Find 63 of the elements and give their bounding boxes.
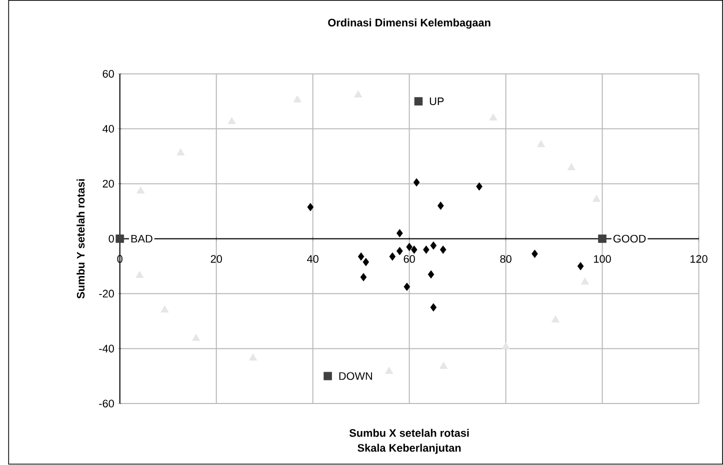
point: [551, 316, 560, 323]
point: [410, 246, 418, 254]
point: [592, 195, 601, 202]
point: [580, 278, 589, 285]
point: [360, 273, 367, 282]
y-tick-label: -20: [99, 290, 114, 298]
y-tick-label: -40: [99, 344, 114, 353]
x-axis-title: Sumbu X setelah rotasi: [349, 429, 469, 438]
y-axis-title: Sumbu Y setelah rotasi: [76, 180, 85, 299]
point: [248, 354, 258, 361]
point: [430, 242, 437, 250]
x-tick-label: 60: [404, 255, 415, 264]
point: [358, 252, 364, 261]
y-tick-label: -60: [99, 400, 114, 408]
point: [192, 334, 200, 342]
point: [404, 282, 410, 292]
x-tick-label: 80: [500, 255, 512, 264]
point: [489, 114, 498, 121]
point: [136, 271, 144, 278]
point: [567, 163, 576, 170]
point: [176, 148, 185, 156]
point: [598, 234, 606, 244]
point: [440, 246, 446, 254]
point: [414, 97, 423, 106]
point: [362, 258, 370, 266]
y-tick-label: 20: [102, 180, 114, 188]
text: Skala Keberlanjutan: [358, 444, 461, 454]
point: [577, 262, 584, 271]
y-tick-label: 60: [102, 70, 114, 78]
chart-title: Ordinasi Dimensi Kelembagaan: [328, 18, 490, 29]
annotation: GOOD: [613, 235, 646, 243]
y-tick-label: 40: [102, 125, 114, 133]
point: [228, 117, 236, 124]
annotation: DOWN: [339, 372, 372, 380]
point: [406, 243, 412, 252]
point: [324, 372, 332, 380]
x-tick-label: 20: [210, 255, 222, 264]
point: [428, 270, 434, 279]
point: [502, 342, 510, 350]
point: [160, 306, 169, 313]
point: [116, 234, 124, 244]
point: [396, 247, 403, 256]
point: [532, 250, 538, 258]
point: [476, 182, 482, 191]
x-tick-label: 120: [690, 255, 708, 264]
annotation: UP: [430, 98, 444, 106]
point: [438, 202, 444, 210]
point: [396, 229, 403, 238]
point: [389, 252, 396, 261]
point: [307, 203, 314, 212]
point: [413, 178, 420, 187]
point: [293, 96, 302, 103]
annotation: BAD: [131, 235, 152, 243]
point: [136, 186, 145, 194]
x-tick-label: 100: [594, 255, 611, 264]
point: [440, 362, 448, 370]
point: [430, 303, 437, 312]
point: [354, 90, 362, 98]
point: [385, 366, 394, 374]
point: [423, 246, 430, 254]
y-tick-label: 0: [108, 235, 114, 243]
x-tick-label: 40: [307, 255, 318, 264]
point: [536, 140, 546, 148]
